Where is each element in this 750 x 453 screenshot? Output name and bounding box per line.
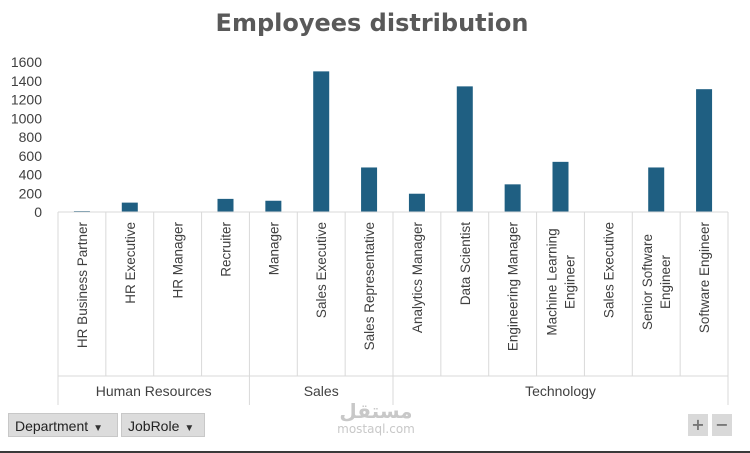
y-tick-label: 200 [19,185,43,201]
bar [648,167,665,212]
x-tick-label: Senior Software Engineer [640,234,673,330]
x-tick-label: Software Engineer [697,222,712,334]
x-tick-label: HR Executive [123,222,138,304]
y-tick-label: 1400 [11,73,42,89]
bar [696,89,713,212]
x-axis: HR Business Partner HR Executive HR Manage… [57,211,729,405]
bar [408,193,425,212]
bottom-border [0,451,750,453]
department-label: Department [15,418,89,434]
bar [217,198,234,212]
group-label: Human Resources [96,383,212,399]
x-tick-label: Sales Executive [601,222,616,318]
y-tick-label: 800 [19,129,43,145]
y-tick-label: 600 [19,148,43,164]
y-tick-label: 1200 [11,92,42,108]
bar [313,71,330,212]
x-tick-label: Recruiter [219,221,234,276]
x-tick-label: Data Scientist [458,222,473,306]
bar [456,86,473,212]
x-tick-label: Machine Learning Engineer [545,228,578,335]
x-tick-label: Sales Representative [362,222,377,350]
bar [361,167,378,212]
expand-button[interactable]: + [688,414,708,436]
bars [73,71,713,212]
bar [552,161,569,212]
collapse-button[interactable]: − [712,414,732,436]
y-axis: 0 200 400 600 800 1000 1200 1400 1600 [11,54,42,220]
chart-title: Employees distribution [216,9,529,37]
group-label: Technology [525,383,596,399]
y-tick-label: 400 [19,167,43,183]
y-tick-label: 1600 [11,54,42,70]
x-tick-label: Engineering Manager [506,222,521,352]
chevron-down-icon: ▼ [184,423,195,434]
y-tick-label: 0 [34,204,42,220]
jobrole-filter-button[interactable]: JobRole ▼ [121,413,205,437]
watermark-logo: مستقل mostaql.com [330,400,422,436]
x-tick-label: Analytics Manager [410,222,425,334]
bar [265,200,282,212]
watermark-latin: mostaql.com [337,422,415,436]
x-tick-label: Manager [266,222,281,276]
x-tick-label: Sales Executive [314,222,329,318]
x-tick-label: HR Business Partner [75,222,90,349]
x-tick-label: HR Manager [171,221,186,298]
chevron-down-icon: ▼ [93,423,104,434]
jobrole-label: JobRole [128,418,180,434]
bar [121,202,138,212]
watermark-arabic: مستقل [339,399,413,423]
department-filter-button[interactable]: Department ▼ [8,413,118,437]
bar [504,184,521,212]
group-label: Sales [304,383,339,399]
y-tick-label: 1000 [11,110,42,126]
